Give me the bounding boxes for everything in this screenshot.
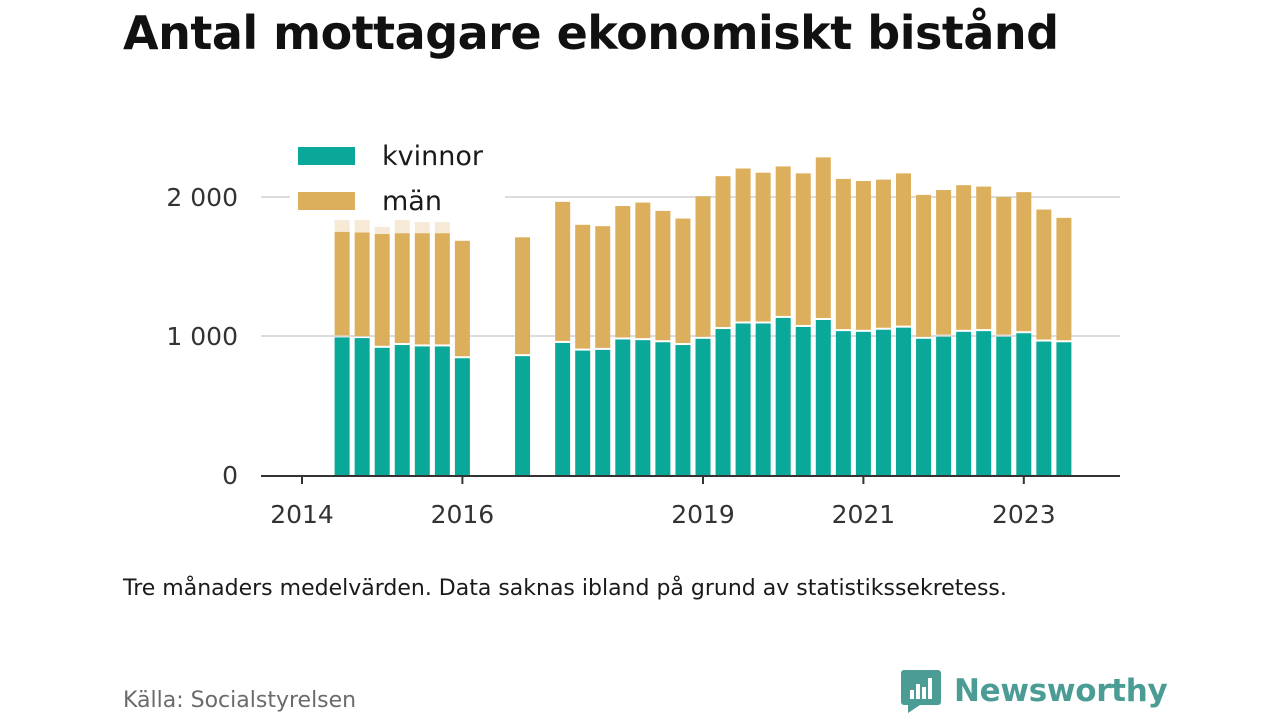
bar-man [1016, 192, 1032, 332]
bar-man [976, 186, 992, 330]
bar-kvinnor [374, 347, 390, 475]
bar-man [374, 233, 390, 346]
bar-man [695, 196, 711, 337]
bar-man [735, 168, 751, 322]
bar-kvinnor [996, 336, 1012, 475]
bar-kvinnor [755, 323, 771, 475]
x-tick-label: 2023 [992, 500, 1056, 529]
bar-kvinnor [655, 342, 671, 475]
bar-man [414, 233, 430, 345]
bar-kvinnor [414, 346, 430, 475]
bar-man [334, 231, 350, 336]
bar-man [1036, 209, 1052, 340]
bar-man [896, 173, 911, 326]
bar-kvinnor [976, 331, 992, 475]
bar-kvinnor [795, 326, 811, 475]
bar-man [354, 232, 370, 337]
bar-man-faded [374, 226, 390, 234]
x-tick-label: 2021 [832, 500, 896, 529]
bar-kvinnor [515, 356, 531, 475]
bar-man [956, 185, 972, 330]
x-tick-label: 2019 [671, 500, 735, 529]
legend-swatch [298, 192, 355, 210]
bar-man-faded [414, 222, 430, 234]
bar-man [515, 237, 531, 355]
bars [334, 157, 1072, 475]
bar-man [916, 194, 932, 337]
bar-kvinnor [675, 345, 691, 475]
bar-man-faded [434, 222, 450, 234]
bar-kvinnor [695, 338, 711, 475]
bar-kvinnor [434, 346, 450, 475]
bar-man [555, 201, 571, 341]
bar-kvinnor [1016, 333, 1032, 475]
bar-kvinnor [555, 342, 571, 475]
bar-man [394, 233, 410, 344]
bar-man [855, 181, 871, 330]
bar-kvinnor [1036, 341, 1052, 475]
bar-man [434, 233, 450, 345]
bar-man [775, 166, 791, 316]
bar-man [996, 197, 1012, 335]
bar-kvinnor [855, 331, 871, 475]
bar-kvinnor [875, 329, 891, 475]
y-tick-label: 1 000 [166, 322, 238, 351]
legend-swatch [298, 147, 355, 165]
axes: 0 1 000 2 000 2014 2016 2019 2021 2023 [166, 183, 1120, 529]
bar-kvinnor [916, 338, 932, 475]
bar-man [715, 176, 731, 328]
bar-kvinnor [394, 345, 410, 475]
bar-kvinnor [936, 336, 952, 475]
legend-label: män [382, 186, 442, 217]
chart-note: Tre månaders medelvärden. Data saknas ib… [123, 576, 1007, 601]
bar-kvinnor [354, 338, 370, 475]
bar-man [835, 178, 851, 330]
bar-man [795, 173, 811, 325]
bar-man [936, 190, 952, 335]
brand-name: Newsworthy [954, 673, 1168, 709]
bar-man [595, 226, 611, 348]
legend: kvinnor män [290, 140, 505, 220]
bar-man [454, 240, 470, 357]
bar-kvinnor [715, 329, 731, 475]
bar-kvinnor [635, 340, 651, 475]
bar-man [675, 218, 691, 344]
bar-kvinnor [735, 323, 751, 475]
legend-label: kvinnor [382, 141, 484, 172]
bar-man [575, 224, 591, 349]
bar-man [875, 179, 891, 328]
bar-kvinnor [334, 337, 350, 475]
brand-logo: Newsworthy [900, 668, 1168, 714]
bar-man [655, 210, 671, 341]
bar-man [1056, 217, 1072, 341]
bar-man-faded [394, 217, 410, 234]
bar-kvinnor [815, 320, 831, 475]
bar-kvinnor [454, 358, 470, 475]
bar-kvinnor [896, 327, 911, 475]
bar-man [635, 202, 651, 339]
y-tick-label: 0 [222, 461, 238, 490]
y-tick-label: 2 000 [166, 183, 238, 212]
bar-kvinnor [575, 350, 591, 475]
bar-man [615, 206, 631, 338]
bar-kvinnor [956, 331, 972, 475]
x-tick-label: 2014 [270, 500, 334, 529]
chart-title: Antal mottagare ekonomiskt bistånd [123, 6, 1059, 60]
bar-man [815, 157, 831, 319]
x-tick-label: 2016 [431, 500, 495, 529]
bar-kvinnor [835, 331, 851, 475]
bar-kvinnor [775, 317, 791, 475]
bar-kvinnor [595, 349, 611, 475]
chat-bubble-bar-chart-icon [901, 670, 941, 713]
source-label: Källa: Socialstyrelsen [123, 688, 357, 713]
bar-kvinnor [615, 339, 631, 475]
bar-kvinnor [1056, 342, 1072, 475]
bar-man [755, 172, 771, 322]
